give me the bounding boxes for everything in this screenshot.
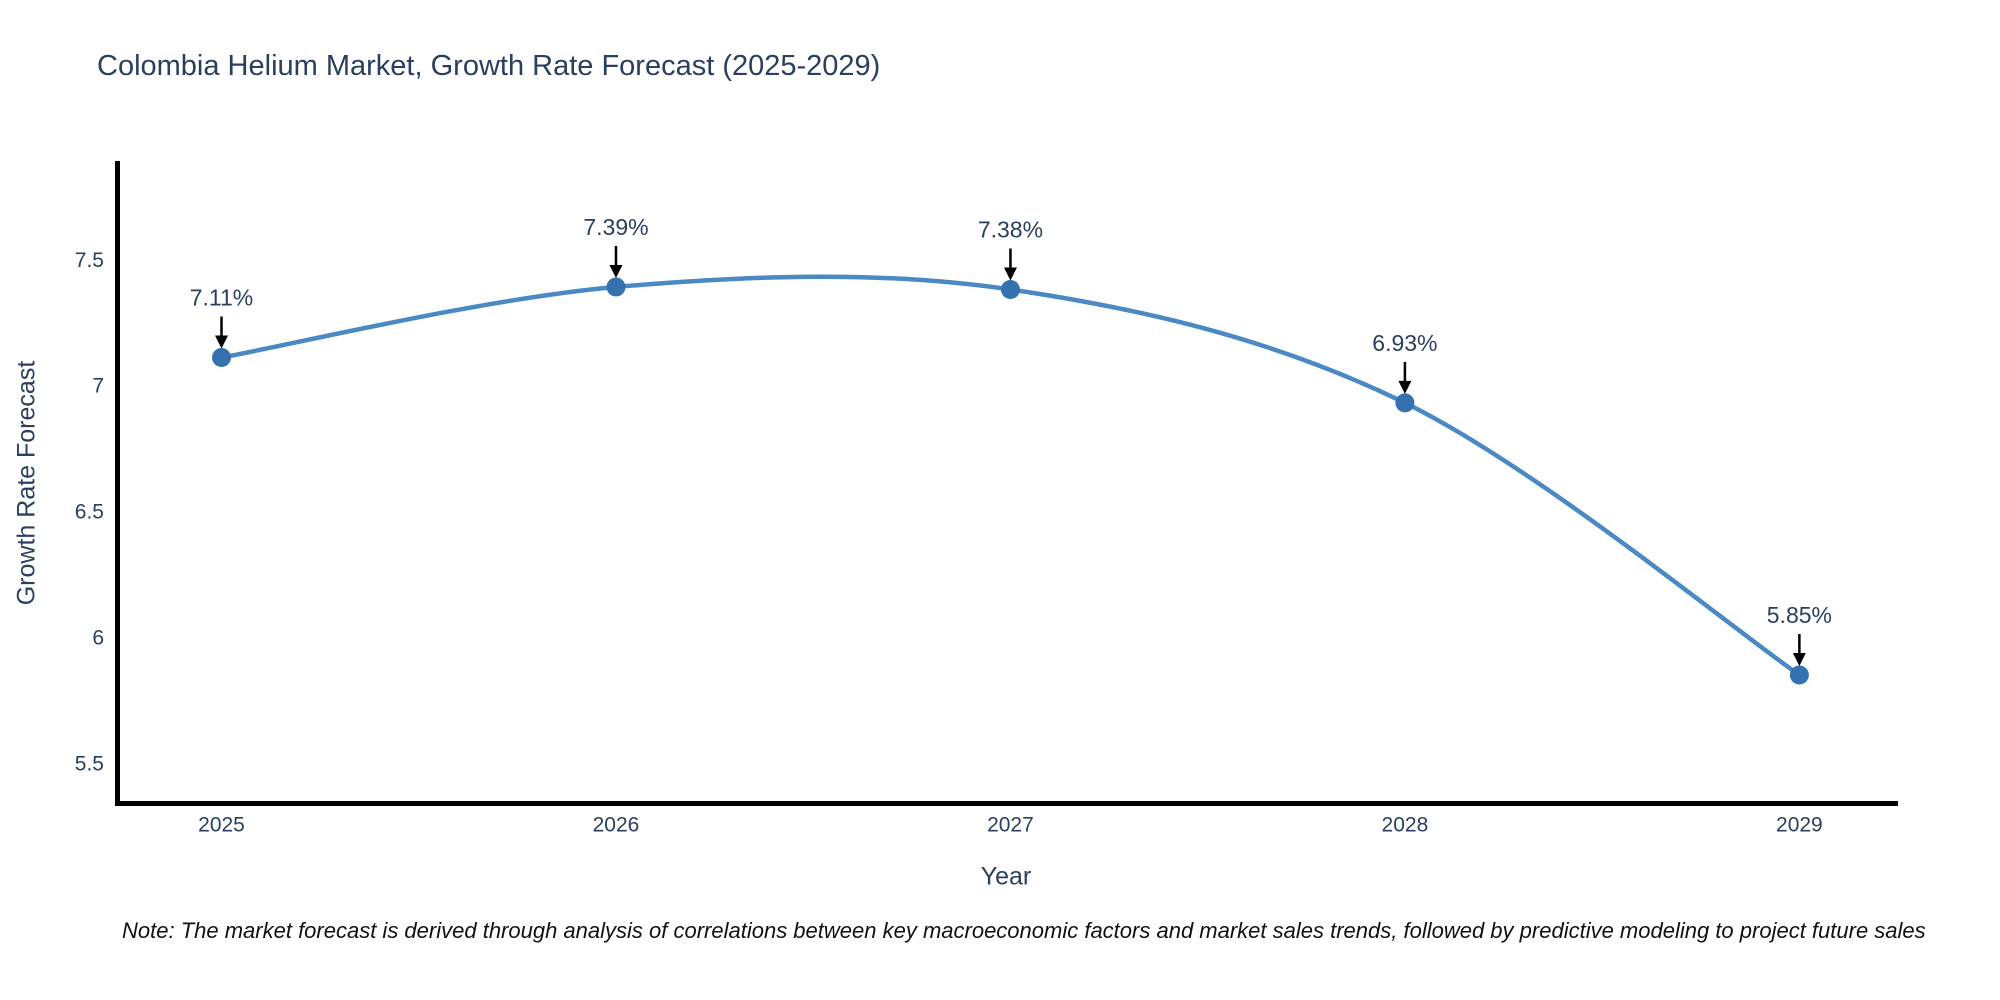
annotation-arrow-head	[1398, 380, 1412, 394]
data-point-label: 7.39%	[583, 214, 648, 240]
annotation-arrow-head	[609, 264, 623, 278]
data-point-marker	[1000, 279, 1020, 299]
trend-line	[219, 274, 1802, 678]
data-point-label: 6.93%	[1372, 330, 1437, 356]
footnote-text: Note: The market forecast is derived thr…	[122, 918, 1926, 943]
data-point-label: 7.11%	[190, 285, 254, 311]
data-point-marker	[212, 348, 232, 368]
x-tick-label: 2028	[1382, 814, 1429, 837]
x-tick-label: 2029	[1776, 814, 1823, 837]
annotation-arrow-head	[1003, 267, 1017, 281]
y-tick-label: 6.5	[75, 501, 104, 524]
x-axis-title: Year	[980, 862, 1032, 891]
axis-lines	[115, 161, 1898, 806]
x-tick-label: 2025	[198, 814, 245, 837]
x-tick-label: 2026	[593, 814, 640, 837]
y-tick-label: 7	[92, 375, 104, 398]
annotation-arrow-head	[1792, 652, 1806, 666]
y-tick-label: 5.5	[75, 753, 104, 776]
data-point-label: 7.38%	[978, 216, 1043, 242]
y-tick-label: 7.5	[75, 249, 104, 272]
annotation-arrow-head	[215, 335, 229, 349]
data-point-marker	[1395, 393, 1415, 413]
data-point-marker	[1789, 665, 1809, 685]
x-tick-label: 2027	[987, 814, 1034, 837]
chart-title: Colombia Helium Market, Growth Rate Fore…	[97, 50, 881, 82]
y-tick-label: 6	[92, 627, 104, 650]
data-point-label: 5.85%	[1767, 602, 1832, 628]
data-point-marker	[606, 277, 626, 297]
